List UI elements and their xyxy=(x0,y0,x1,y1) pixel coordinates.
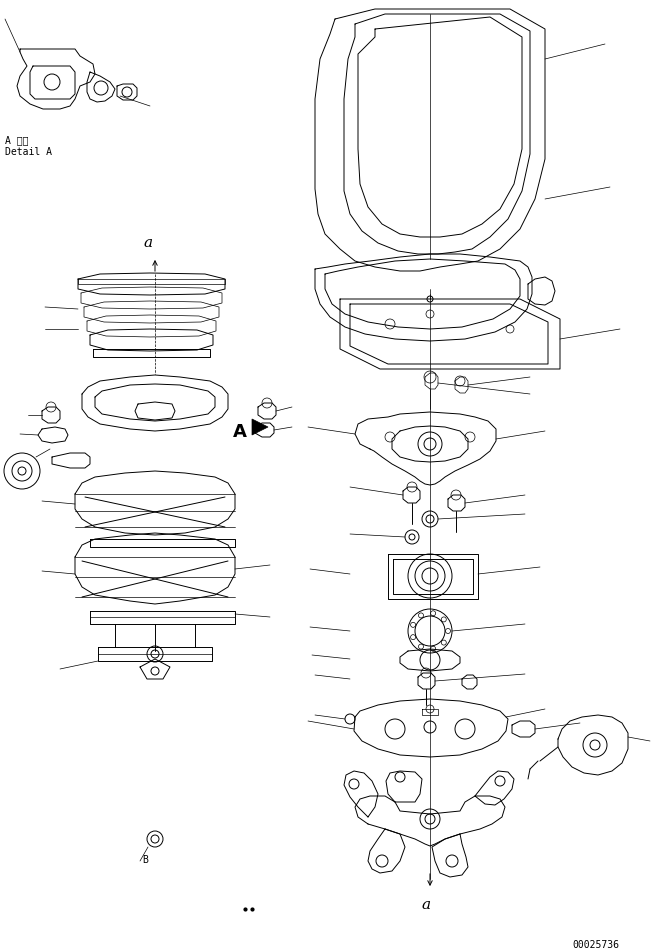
Text: a: a xyxy=(422,897,430,911)
Polygon shape xyxy=(252,420,268,436)
Text: B: B xyxy=(142,854,148,864)
Text: Detail A: Detail A xyxy=(5,147,52,157)
Text: 00025736: 00025736 xyxy=(572,939,619,949)
Text: A 詳細: A 詳細 xyxy=(5,135,29,145)
Text: A: A xyxy=(233,423,247,441)
Text: a: a xyxy=(143,236,153,249)
